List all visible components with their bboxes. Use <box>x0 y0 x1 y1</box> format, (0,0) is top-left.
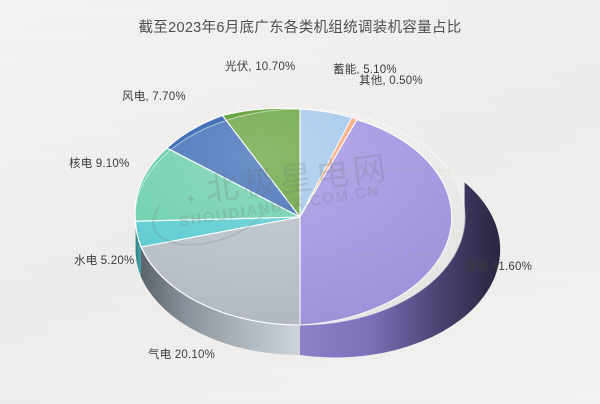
slice-label-xuneng: 蓄能, 5.10% <box>333 64 397 76</box>
slice-label-qidian: 气电 20.10% <box>148 349 215 361</box>
slice-label-meidian: 煤电 41.60% <box>465 261 532 273</box>
slice-label-fengdian: 风电, 7.70% <box>122 91 186 103</box>
slice-label-guangfu: 光伏, 10.70% <box>225 61 296 73</box>
pie-top-outline <box>134 108 466 326</box>
slice-label-hedian: 核电 9.10% <box>69 158 130 170</box>
slice-label-shuidian: 水电 5.20% <box>74 255 135 267</box>
pie-faint-guides <box>318 169 450 255</box>
slice-label-qita: 其他, 0.50% <box>359 75 423 87</box>
pie-top-face <box>134 107 466 326</box>
pie-side-qidian <box>141 247 300 356</box>
chart-title: 截至2023年6月底广东各类机组统调装机容量占比 <box>138 20 462 36</box>
